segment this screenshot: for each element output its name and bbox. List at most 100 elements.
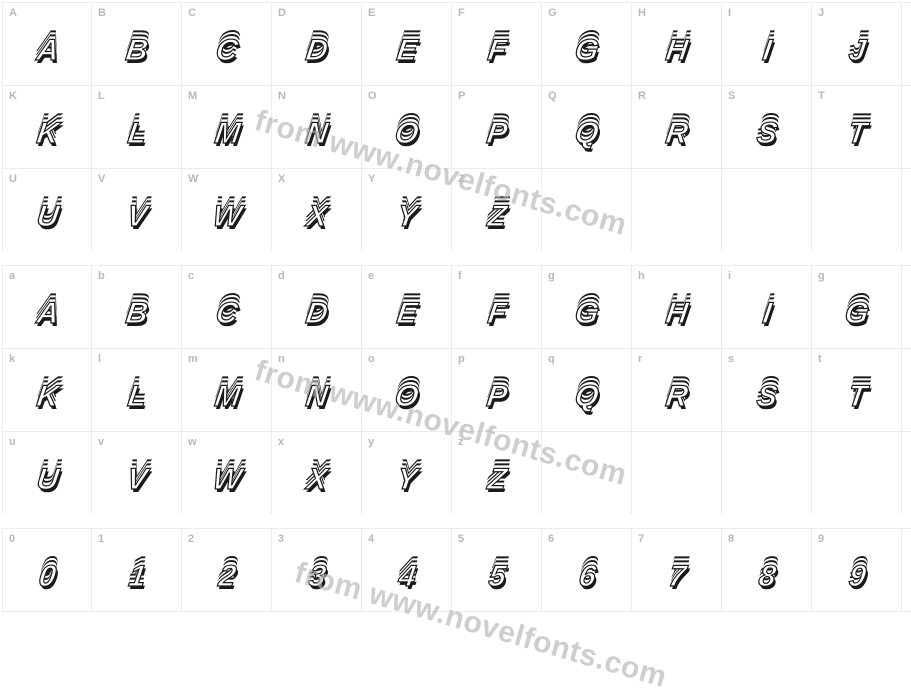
glyph: A — [35, 299, 60, 329]
cell-key-label: s — [722, 349, 811, 369]
charmap-cell[interactable]: pP — [452, 349, 542, 431]
charmap-cell[interactable]: yY — [362, 432, 452, 514]
cell-key-label: r — [632, 349, 721, 369]
charmap-cell — [632, 432, 722, 514]
cell-key-label: 9 — [812, 529, 901, 549]
charmap-cell[interactable]: wW — [182, 432, 272, 514]
glyph: Y — [395, 465, 418, 495]
charmap-cell[interactable]: DD — [272, 3, 362, 85]
charmap-cell[interactable]: PP — [452, 86, 542, 168]
charmap-cell[interactable]: sS — [722, 349, 812, 431]
glyph: Y — [395, 202, 418, 232]
cell-key-label: 0 — [3, 529, 91, 549]
glyph: C — [214, 36, 239, 66]
charmap-cell[interactable]: FF — [452, 3, 542, 85]
charmap-cell[interactable]: 99 — [812, 529, 902, 611]
charmap-cell[interactable]: aA — [2, 266, 92, 348]
charmap-row: UUVVWWXXYYZZ — [2, 168, 911, 251]
charmap-cell[interactable]: YY — [362, 169, 452, 251]
charmap-cell[interactable]: rR — [632, 349, 722, 431]
cell-key-label: m — [182, 349, 271, 369]
cell-key-label: f — [452, 266, 541, 286]
charmap-cell[interactable]: UU — [2, 169, 92, 251]
charmap-cell[interactable]: LL — [92, 86, 182, 168]
glyph-wrap: 2 — [182, 549, 271, 611]
charmap-cell[interactable]: lL — [92, 349, 182, 431]
cell-key-label: a — [3, 266, 91, 286]
charmap-cell[interactable]: hH — [632, 266, 722, 348]
charmap-cell[interactable]: QQ — [542, 86, 632, 168]
glyph-wrap: G — [542, 286, 631, 348]
charmap-cell[interactable]: XX — [272, 169, 362, 251]
cell-key-label: O — [362, 86, 451, 106]
charmap-cell[interactable]: EE — [362, 3, 452, 85]
charmap-cell[interactable]: 33 — [272, 529, 362, 611]
cell-key-label: Q — [542, 86, 631, 106]
charmap-cell[interactable]: zZ — [452, 432, 542, 514]
glyph-wrap: I — [722, 23, 811, 85]
charmap-cell[interactable]: 22 — [182, 529, 272, 611]
glyph-wrap: 9 — [812, 549, 901, 611]
charmap-cell[interactable]: II — [722, 3, 812, 85]
charmap-cell[interactable]: mM — [182, 349, 272, 431]
charmap-cell — [542, 169, 632, 251]
charmap-cell[interactable]: oO — [362, 349, 452, 431]
charmap-cell[interactable]: ZZ — [452, 169, 542, 251]
charmap-row: uUvVwWxXyYzZ — [2, 431, 911, 514]
glyph: B — [124, 36, 149, 66]
cell-key-label: K — [3, 86, 91, 106]
glyph: E — [395, 299, 418, 329]
charmap-cell[interactable]: OO — [362, 86, 452, 168]
cell-key-label: g — [812, 266, 901, 286]
cell-key-label: i — [722, 266, 811, 286]
charmap-cell[interactable]: NN — [272, 86, 362, 168]
charmap-cell[interactable]: WW — [182, 169, 272, 251]
charmap-cell[interactable]: RR — [632, 86, 722, 168]
charmap-cell[interactable]: AA — [2, 3, 92, 85]
charmap-cell[interactable]: HH — [632, 3, 722, 85]
cell-key-label: M — [182, 86, 271, 106]
charmap-cell[interactable]: qQ — [542, 349, 632, 431]
charmap-cell[interactable]: uU — [2, 432, 92, 514]
charmap-cell[interactable]: iI — [722, 266, 812, 348]
glyph: 7 — [667, 562, 687, 592]
charmap-cell — [542, 432, 632, 514]
charmap-cell[interactable]: 77 — [632, 529, 722, 611]
charmap-cell[interactable]: BB — [92, 3, 182, 85]
charmap-cell[interactable]: gG — [542, 266, 632, 348]
charmap-cell[interactable]: SS — [722, 86, 812, 168]
charmap-cell[interactable]: CC — [182, 3, 272, 85]
charmap-cell[interactable]: eE — [362, 266, 452, 348]
charmap-row: aAbBcCdDeEfFgGhHiIgG — [2, 265, 911, 348]
charmap-cell[interactable]: gG — [812, 266, 902, 348]
charmap-cell[interactable]: 66 — [542, 529, 632, 611]
charmap-cell[interactable]: xX — [272, 432, 362, 514]
glyph: Q — [573, 119, 600, 149]
charmap-cell[interactable]: VV — [92, 169, 182, 251]
cell-key-label: w — [182, 432, 271, 452]
glyph-wrap: B — [92, 23, 181, 85]
charmap-cell[interactable]: 00 — [2, 529, 92, 611]
charmap-cell[interactable]: tT — [812, 349, 902, 431]
charmap-cell[interactable]: 44 — [362, 529, 452, 611]
charmap-cell[interactable]: nN — [272, 349, 362, 431]
charmap-cell[interactable]: cC — [182, 266, 272, 348]
charmap-cell — [722, 169, 812, 251]
charmap-cell[interactable]: kK — [2, 349, 92, 431]
charmap-cell[interactable]: GG — [542, 3, 632, 85]
charmap-cell[interactable]: fF — [452, 266, 542, 348]
charmap-cell[interactable]: bB — [92, 266, 182, 348]
cell-key-label: S — [722, 86, 811, 106]
charmap-cell[interactable]: 55 — [452, 529, 542, 611]
charmap-cell[interactable]: dD — [272, 266, 362, 348]
charmap-cell[interactable]: 88 — [722, 529, 812, 611]
charmap-cell[interactable]: JJ — [812, 3, 902, 85]
cell-key-label: t — [812, 349, 901, 369]
charmap-cell[interactable]: 11 — [92, 529, 182, 611]
charmap-cell[interactable]: MM — [182, 86, 272, 168]
cell-key-label: c — [182, 266, 271, 286]
charmap-cell[interactable]: TT — [812, 86, 902, 168]
glyph-wrap: E — [362, 286, 451, 348]
charmap-cell[interactable]: KK — [2, 86, 92, 168]
charmap-cell[interactable]: vV — [92, 432, 182, 514]
